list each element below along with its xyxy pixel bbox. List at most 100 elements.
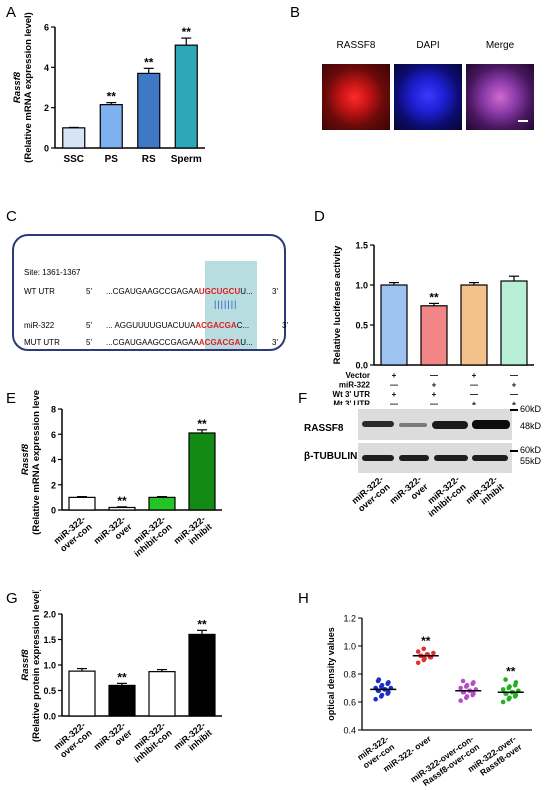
matrix-cell: —: [390, 400, 398, 406]
marker-line-60-top: [510, 409, 518, 411]
mut-utr-5prime: 5': [86, 338, 92, 347]
bar: [108, 506, 136, 511]
panel-letter-b: B: [290, 4, 301, 21]
y-axis-label-text: (Relative mRNA expression level): [23, 12, 34, 163]
panel-f-western-blot: RASSF8 β-TUBULIN 60kD 48kD 60kD 55kD: [300, 404, 547, 590]
y-axis-label-gene: Rassf8: [20, 649, 31, 681]
matrix-cell: —: [430, 371, 438, 380]
data-point: [386, 680, 391, 685]
marker-line-60-bottom: [510, 450, 518, 452]
y-tick-label: 1.5: [355, 241, 368, 251]
panel-d-bar-chart: 0.0 0.5 1.0 1.5 ** Relative luciferase activi…: [332, 241, 534, 406]
rassf8-band-3: [432, 421, 468, 429]
matrix-cell: —: [390, 381, 398, 390]
x-tick-label: SSC: [63, 154, 84, 165]
matrix-cell: —: [510, 371, 518, 380]
x-tick-label: miR-322-over-con: [52, 720, 94, 760]
matrix-cell: +: [472, 400, 477, 406]
panel-letter-a: A: [6, 4, 17, 21]
y-tick-label: 0.5: [355, 321, 368, 331]
site-label: Site: 1361-1367: [24, 268, 81, 277]
tubulin-band-1: [362, 455, 394, 461]
rassf8-image: [322, 64, 390, 130]
y-axis-label: Rassf8(Relative protein expression level…: [20, 590, 42, 742]
y-tick-label: 0.4: [343, 726, 356, 736]
bar: [68, 496, 96, 511]
y-tick-label: 1.0: [343, 642, 356, 652]
bar: [500, 280, 528, 366]
matrix-cell: +: [432, 390, 437, 399]
matrix-cell: +: [432, 381, 437, 390]
matrix-cell: —: [470, 390, 478, 399]
lane-label: miR-322-over-con: [350, 474, 392, 514]
y-axis-label-text: (Relative mRNA expression level): [31, 390, 42, 535]
y-tick-label: 0.5: [43, 686, 56, 696]
x-tick-label: miR-322-inhibit-con: [126, 720, 174, 765]
marker-60kd-bottom: 60kD: [520, 445, 542, 455]
marker-60kd-top: 60kD: [520, 404, 542, 414]
y-tick-label: 0: [44, 144, 49, 154]
panel-a-bar-chart: 0 2 4 6 SSC ** PS ** RS ** Sperm Rassf8(Relative mR…: [12, 12, 205, 165]
mir322-3prime: 3': [282, 321, 288, 330]
matrix-row-label: miR-322: [339, 381, 371, 390]
matrix-cell: —: [510, 390, 518, 399]
data-point: [464, 694, 470, 699]
data-point: [464, 682, 470, 688]
row-label-rassf8: RASSF8: [304, 423, 344, 434]
data-point: [513, 692, 519, 698]
bar: [188, 633, 216, 717]
tubulin-band-3: [434, 455, 468, 461]
matrix-cell: +: [512, 400, 517, 406]
panel-h-scatter-chart: 0.40.60.81.01.2miR-322-over-con**miR-322…: [326, 614, 532, 788]
y-tick-label: 0.6: [343, 698, 356, 708]
base-pairing-lines: |||||||: [214, 299, 238, 309]
data-point: [500, 699, 506, 705]
panel-b-microscopy: RASSF8 DAPI Merge: [320, 40, 545, 160]
matrix-row-label: Wt 3' UTR: [333, 390, 371, 399]
y-tick-label: 2: [44, 103, 49, 113]
mir322-sequence: ... AGGUUUUGUACUUAACGACGAC...: [106, 321, 250, 330]
data-point: [422, 656, 427, 661]
panel-letter-d: D: [314, 208, 325, 225]
mir322-5prime: 5': [86, 321, 92, 330]
mir322-seed: ACGACGA: [195, 321, 237, 330]
significance-mark: **: [197, 417, 207, 431]
significance-mark: **: [117, 670, 127, 684]
significance-mark: **: [144, 55, 154, 69]
wt-utr-name: WT UTR: [24, 287, 55, 296]
data-point: [471, 691, 476, 696]
panel-letter-f: F: [298, 390, 308, 407]
lane-label: miR-322-inhibit-con: [420, 474, 468, 519]
mir322-name: miR-322: [24, 321, 55, 330]
bar: [148, 671, 176, 717]
matrix-cell: +: [472, 371, 477, 380]
x-tick-label: miR-322-over: [92, 720, 134, 760]
data-point: [379, 692, 385, 698]
x-tick-label: PS: [105, 154, 119, 165]
y-tick-label: 1.0: [43, 661, 56, 671]
rassf8-band-4: [472, 420, 510, 429]
seed-highlight: [205, 261, 257, 351]
significance-mark: **: [117, 494, 127, 508]
rassf8-band-1: [362, 421, 394, 427]
scale-bar: [518, 120, 528, 122]
panel-g-bar-chart: 0.0 0.5 1.0 1.5 2.0 miR-322-over-con ** miR-322…: [20, 590, 222, 765]
data-point: [500, 687, 506, 692]
data-point: [376, 677, 382, 682]
data-point: [421, 646, 427, 652]
data-point: [386, 689, 391, 695]
panel-letter-c: C: [6, 208, 17, 225]
lane-label: miR-322-over: [388, 474, 430, 514]
significance-mark: **: [107, 90, 117, 104]
y-tick-label: 1.0: [355, 281, 368, 291]
y-tick-label: 2.0: [43, 610, 56, 620]
y-axis-label-text: (Relative protein expression level): [31, 590, 42, 742]
y-tick-label: 1.2: [343, 614, 356, 624]
significance-mark: **: [197, 617, 207, 631]
mut-utr-sequence: ...CGAUGAAGCCGAGAAACGACGAU...: [106, 338, 253, 347]
y-axis-label: optical density values: [326, 627, 336, 721]
wt-utr-seed: UGCUGCU: [198, 287, 241, 296]
matrix-cell: —: [470, 381, 478, 390]
y-axis-label: Relative luciferase activity: [332, 245, 343, 365]
bar: [460, 284, 488, 366]
